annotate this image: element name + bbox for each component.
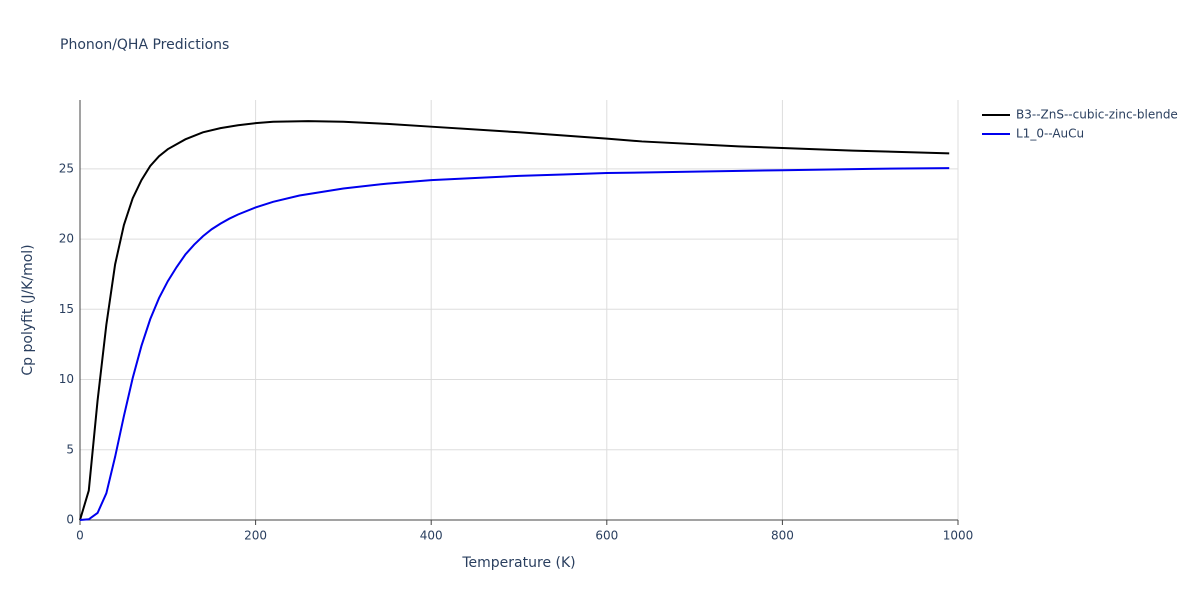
- x-tick-label: 0: [76, 529, 84, 543]
- y-tick-label: 0: [66, 513, 74, 527]
- legend-label: L1_0--AuCu: [1016, 127, 1084, 141]
- x-axis-title: Temperature (K): [461, 555, 575, 571]
- y-tick-label: 15: [59, 302, 74, 316]
- x-tick-label: 200: [244, 529, 267, 543]
- x-tick-label: 1000: [943, 529, 974, 543]
- y-axis-title: Cp polyfit (J/K/mol): [20, 244, 36, 375]
- y-tick-label: 25: [59, 161, 74, 175]
- y-tick-label: 20: [59, 232, 74, 246]
- y-tick-label: 5: [66, 442, 74, 456]
- x-tick-label: 800: [771, 529, 794, 543]
- x-tick-label: 400: [420, 529, 443, 543]
- line: [79, 167, 950, 521]
- legend-label: B3--ZnS--cubic-zinc-blende: [1016, 108, 1178, 122]
- line: [79, 120, 950, 521]
- y-tick-label: 10: [59, 372, 74, 386]
- chart-title: Phonon/QHA Predictions: [60, 37, 229, 53]
- x-tick-label: 600: [595, 529, 618, 543]
